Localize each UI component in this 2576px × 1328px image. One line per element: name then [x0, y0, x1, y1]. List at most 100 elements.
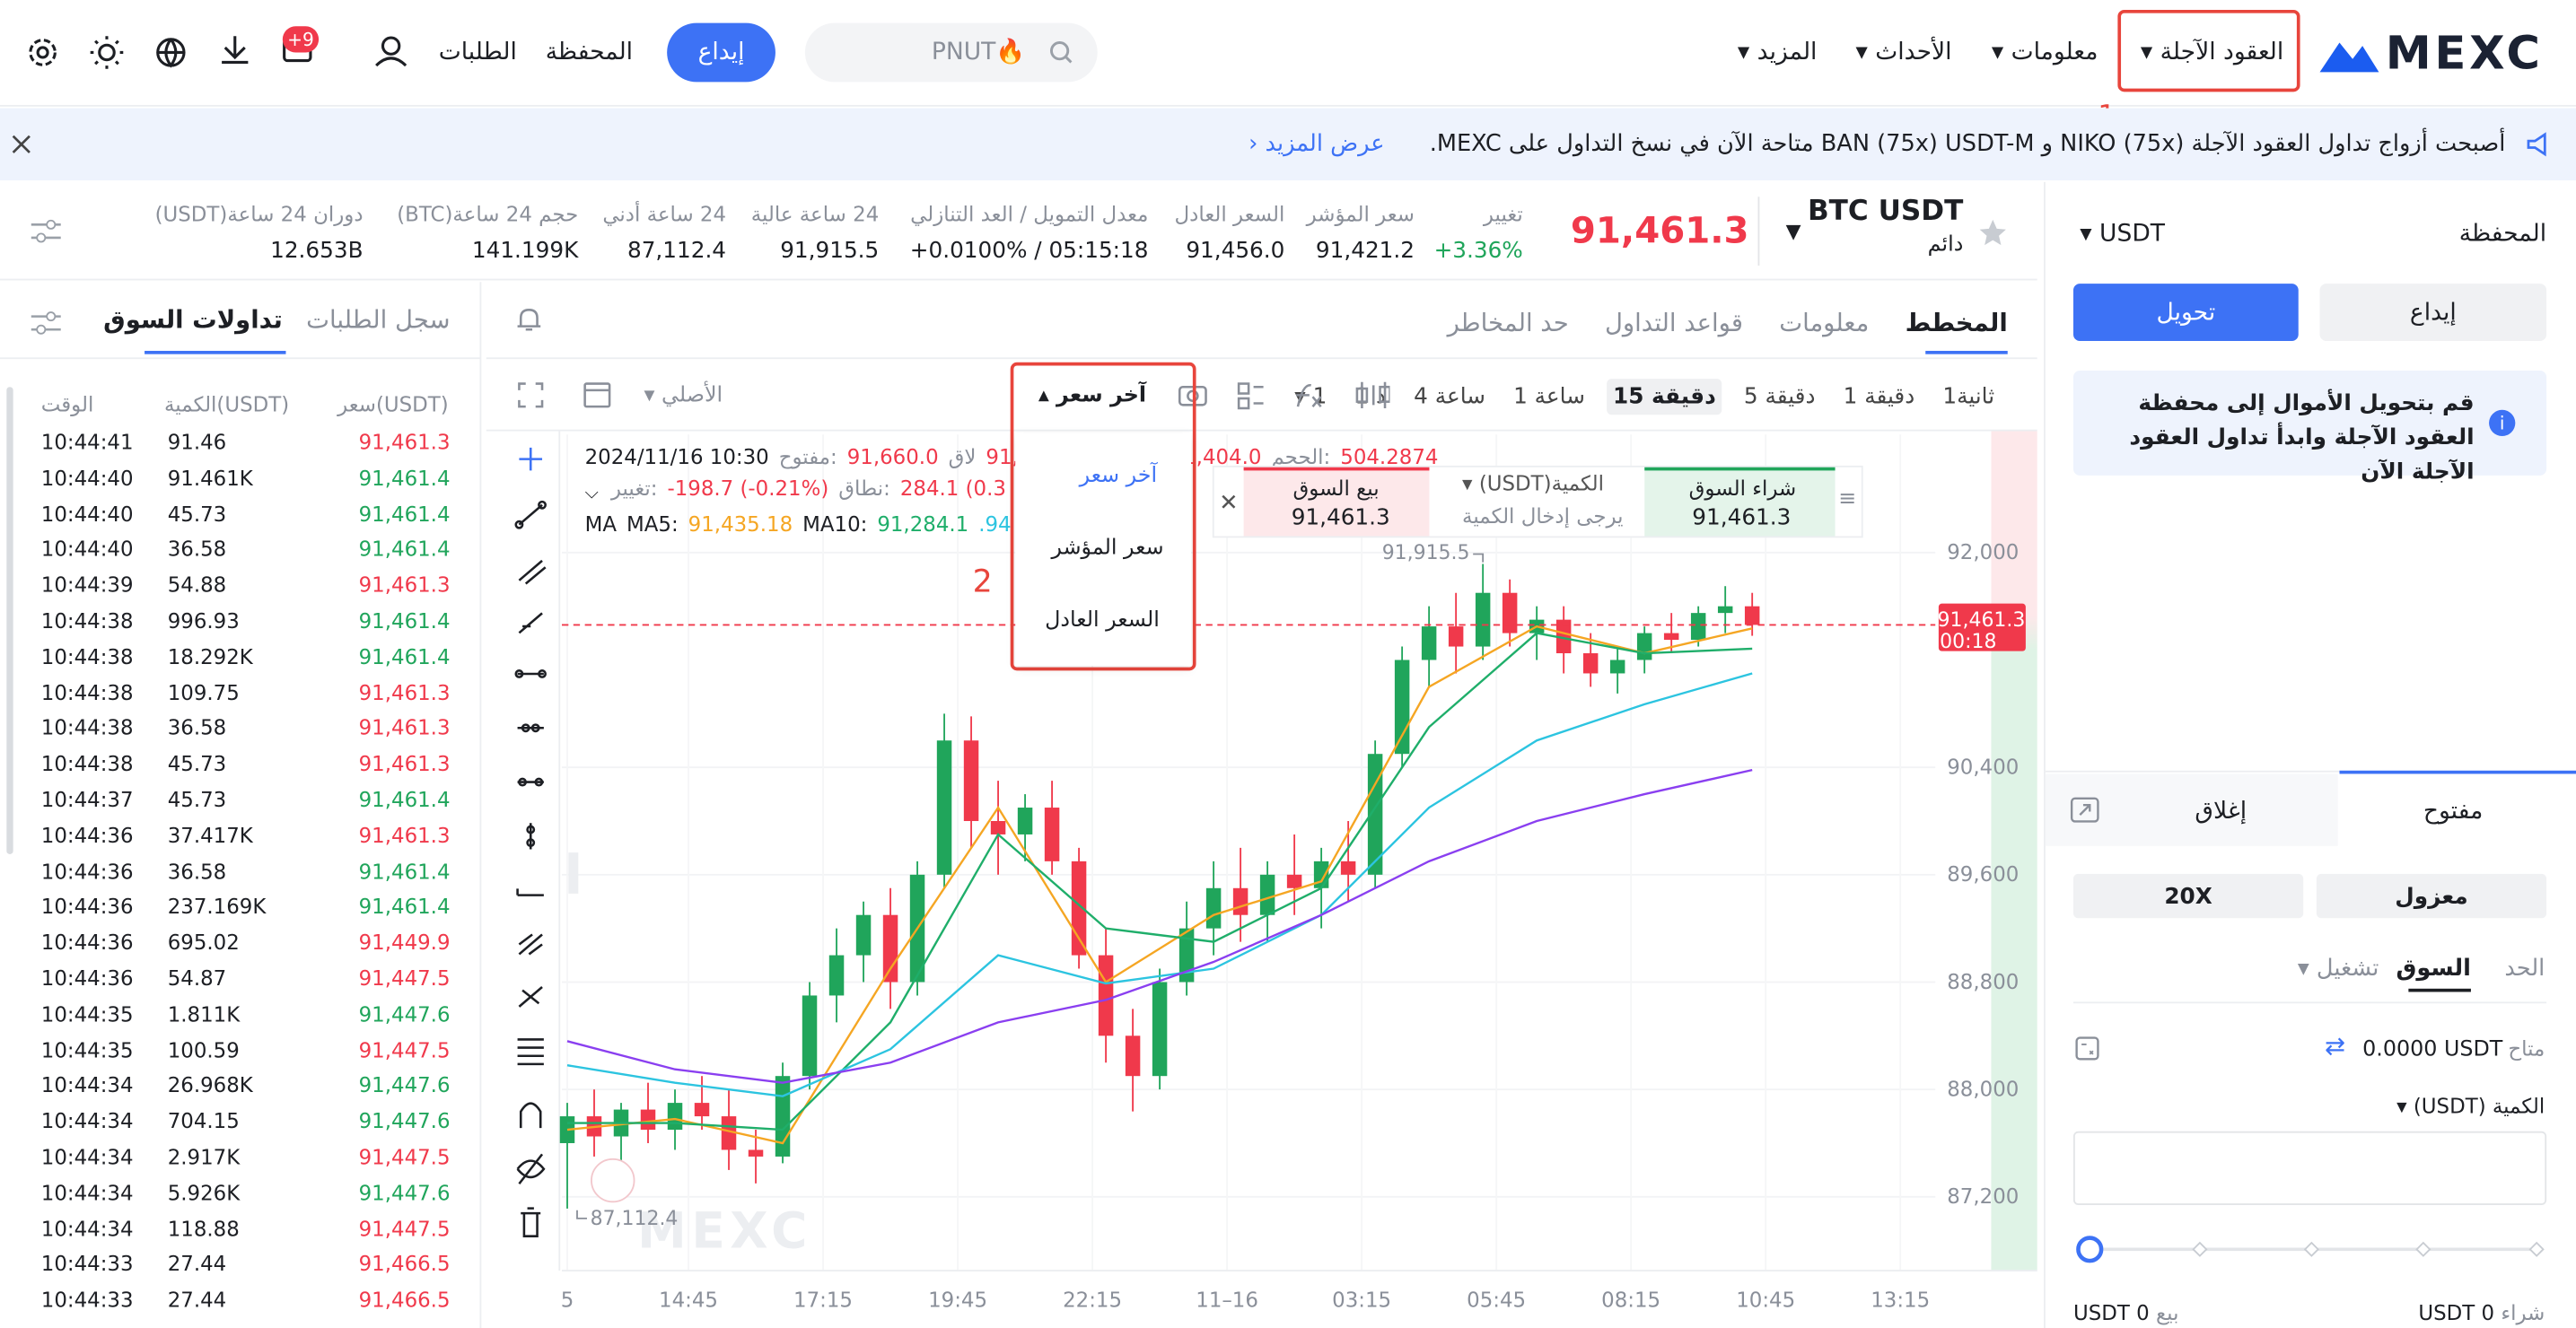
tab-icon[interactable] [2070, 797, 2099, 823]
segment-tool[interactable] [518, 777, 528, 787]
slider-stop[interactable] [2303, 1241, 2319, 1257]
hray-tool[interactable] [521, 723, 530, 733]
dropdown-item[interactable]: السعر العادل [1045, 607, 1160, 633]
icon-part[interactable] [2079, 803, 2091, 816]
interval[interactable]: ساعة 1 [1513, 383, 1585, 410]
deposit-button[interactable]: إيداع [667, 22, 775, 83]
dropdown-item[interactable]: آخر سعر [1079, 464, 1158, 489]
margin-mode[interactable]: معزول [2316, 873, 2547, 919]
leverage[interactable]: 20X [2072, 873, 2304, 919]
fork-tool[interactable] [518, 986, 543, 1008]
nav-label[interactable]: الأحداث [1875, 39, 1952, 66]
wallet-link[interactable]: المحفظة [545, 39, 634, 66]
icon-part[interactable] [12, 135, 31, 153]
buy-price[interactable]: 91,461.3 [1692, 504, 1792, 532]
delete-tool[interactable] [521, 1207, 541, 1237]
chart-tab[interactable]: قواعد التداول [1604, 308, 1743, 338]
ray-tool[interactable] [518, 612, 543, 634]
cursor-tool[interactable] [519, 447, 543, 471]
nav-label[interactable]: العقود الآجلة [2160, 39, 2284, 66]
close-icon[interactable]: ✕ [1219, 490, 1239, 517]
drag-handle[interactable]: ≡ [1838, 486, 1857, 512]
line-tool[interactable] [514, 520, 524, 529]
hline-tool[interactable] [538, 669, 547, 678]
qty-label-text[interactable]: الكمية (USDT) [2413, 1093, 2545, 1119]
favorite-icon[interactable] [1978, 218, 2008, 248]
sell-price[interactable]: 91,461.3 [1291, 504, 1390, 532]
hide-tool[interactable] [516, 1153, 546, 1185]
nav-item[interactable]: العقود الآجلة ▾ [2140, 39, 2284, 66]
theme-icon[interactable] [90, 36, 124, 69]
slider-stop[interactable] [2192, 1241, 2208, 1257]
tab[interactable]: تداولات السوق [103, 304, 283, 335]
deposit-button[interactable]: إيداع [2319, 284, 2547, 342]
icon-part[interactable] [1979, 219, 2006, 246]
banner-more-text[interactable]: عرض المزيد [1265, 131, 1385, 158]
banner-more[interactable]: عرض المزيد ‹ [1249, 131, 1385, 158]
caret[interactable]: ▼ [1785, 219, 1801, 243]
style-select[interactable]: الأصلي ▾ [644, 383, 723, 408]
camera-icon[interactable] [1178, 385, 1207, 406]
order-type-label[interactable]: تشغيل [2316, 956, 2379, 983]
style-label[interactable]: الأصلي [662, 383, 723, 408]
ruler-tool[interactable] [516, 888, 544, 896]
settings-icon[interactable] [29, 39, 57, 66]
slider-stop[interactable] [2528, 1241, 2545, 1257]
fullscreen-icon[interactable] [518, 382, 544, 408]
globe-icon[interactable] [157, 38, 185, 68]
interval[interactable]: ساعة 4 [1414, 383, 1485, 410]
vline-tool[interactable] [526, 825, 536, 834]
layout-icon[interactable] [1253, 385, 1264, 405]
layout-icon[interactable] [1237, 397, 1250, 410]
hline-tool[interactable] [514, 669, 524, 678]
icon-part[interactable] [2070, 797, 2099, 823]
qty-input[interactable] [2072, 1131, 2547, 1205]
calculator-icon[interactable] [2075, 1036, 2101, 1062]
currency[interactable]: USDT [2099, 221, 2165, 248]
magnet-tool[interactable] [519, 1102, 542, 1129]
segment-tool[interactable] [534, 777, 544, 787]
candle-icon[interactable] [1355, 387, 1369, 403]
interval[interactable]: دقيقة 1 [1843, 383, 1915, 410]
interval[interactable]: دقيقة 5 [1743, 383, 1816, 410]
buy-button[interactable] [1644, 467, 1836, 537]
pattern-tool[interactable] [518, 933, 543, 956]
currency-select[interactable]: ▾ USDT [2080, 221, 2165, 248]
reset-button[interactable] [591, 1158, 635, 1203]
order-type[interactable]: تشغيل ▾ [2297, 956, 2379, 983]
icon-part[interactable] [2075, 1036, 2099, 1061]
tab[interactable]: مفتوح [2423, 798, 2484, 826]
nav-item[interactable]: المزيد ▾ [1737, 39, 1818, 66]
filter-icon[interactable] [30, 309, 63, 338]
sell-button[interactable] [1243, 467, 1430, 537]
filter-icon[interactable] [30, 216, 63, 246]
slider-stop[interactable] [2415, 1241, 2431, 1257]
slider-thumb[interactable] [2076, 1236, 2104, 1263]
qty-input[interactable]: يرجى إدخال الكمية [1462, 502, 1624, 529]
vline-tool[interactable] [526, 838, 536, 848]
search-box[interactable] [804, 22, 1098, 83]
legend-toggle[interactable]: ⌵ [584, 482, 599, 503]
indicator-icon[interactable] [1296, 384, 1322, 407]
nav-label[interactable]: معلومات [2011, 39, 2098, 66]
camera-icon[interactable] [1187, 389, 1199, 403]
channel-tool[interactable] [518, 559, 547, 585]
transfer-icon[interactable]: ⇄ [2325, 1031, 2346, 1062]
close-icon[interactable] [10, 133, 33, 156]
buy-label[interactable]: شراء السوق [1688, 475, 1797, 501]
transfer-button[interactable]: تحويل [2072, 284, 2299, 342]
user-icon[interactable] [375, 57, 407, 67]
download-icon[interactable] [222, 36, 249, 64]
price-type[interactable]: آخر سعر ▴ [1038, 383, 1147, 408]
settings-icon[interactable] [36, 46, 49, 59]
nav-item[interactable]: الأحداث ▾ [1855, 39, 1952, 66]
chart-tab[interactable]: معلومات [1779, 308, 1870, 338]
icon-part[interactable] [36, 232, 47, 243]
interval[interactable]: دقيقة 15 [1606, 379, 1723, 415]
nav-item[interactable]: معلومات ▾ [1991, 39, 2098, 66]
chart-tab[interactable]: المخطط [1905, 308, 2008, 338]
panel-icon[interactable] [583, 382, 611, 408]
candle-icon[interactable] [1379, 385, 1390, 403]
icon-part[interactable] [36, 324, 47, 335]
dropdown-item[interactable]: سعر المؤشر [1051, 536, 1164, 561]
